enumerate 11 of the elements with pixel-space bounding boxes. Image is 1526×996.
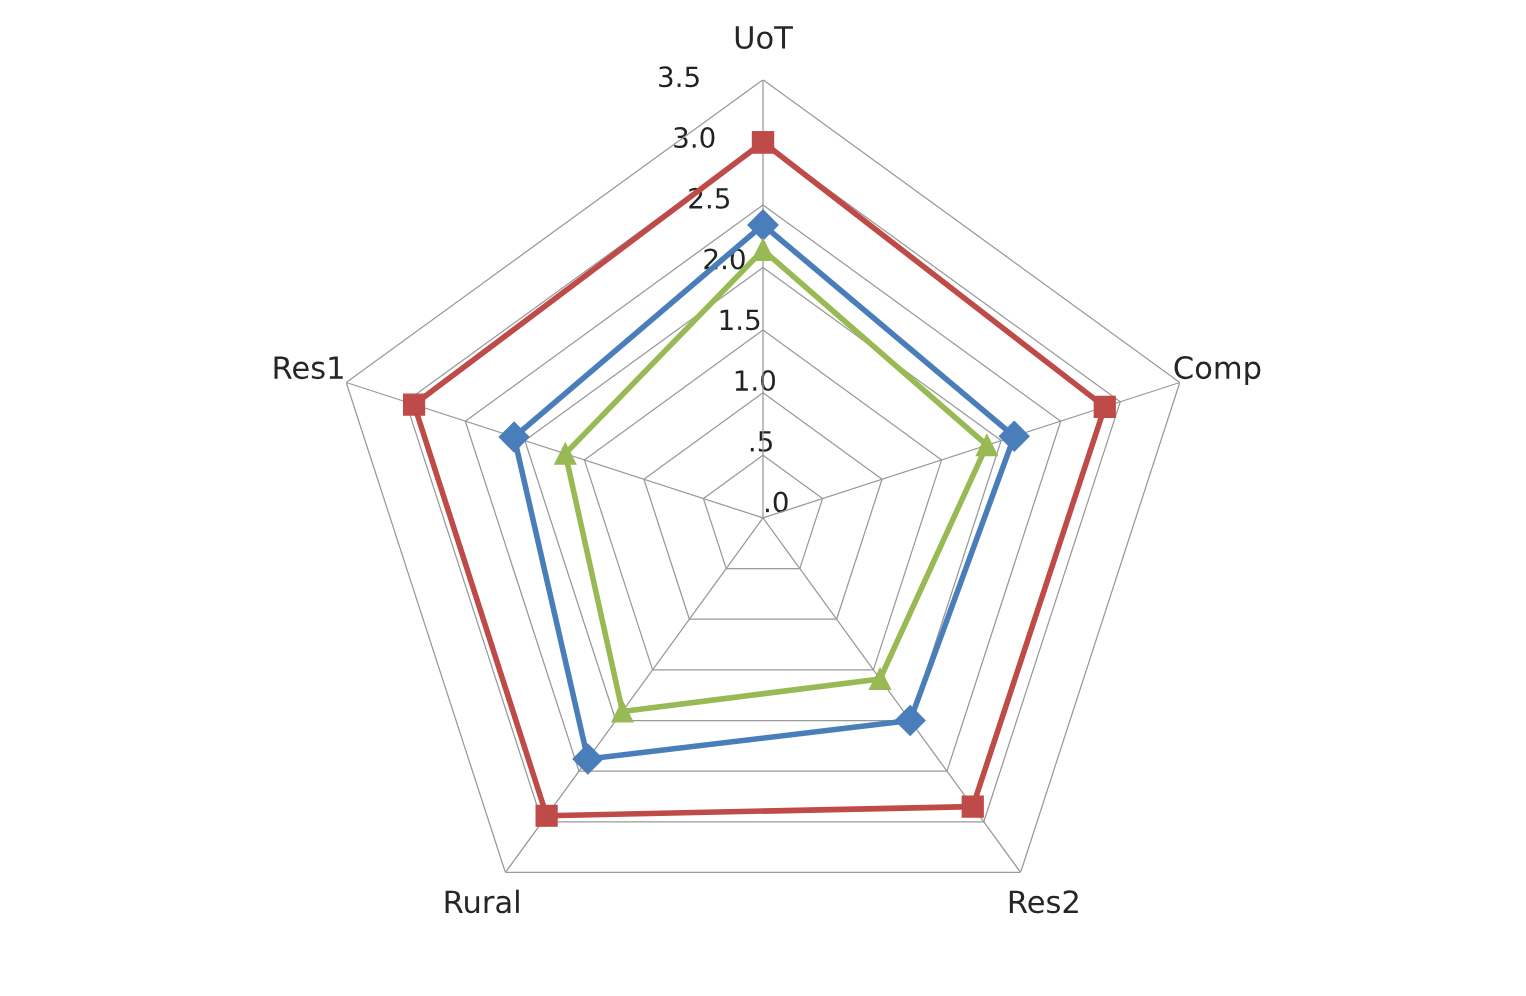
spoke-label: Rural [445,889,519,914]
y-tick-label: 3.5 [659,66,699,88]
spoke-label: Res2 [1009,890,1078,914]
y-tick-label: .0 [765,491,788,513]
y-tick-label: .5 [750,431,772,452]
y-tick-label: 1.0 [735,370,776,392]
spoke-label: Res1 [274,356,343,380]
y-tick-label: 3.0 [674,127,715,149]
spoke-label: UoT [735,26,793,49]
y-tick-label: 1.5 [720,309,760,331]
spoke-label: Comp [1174,356,1261,386]
